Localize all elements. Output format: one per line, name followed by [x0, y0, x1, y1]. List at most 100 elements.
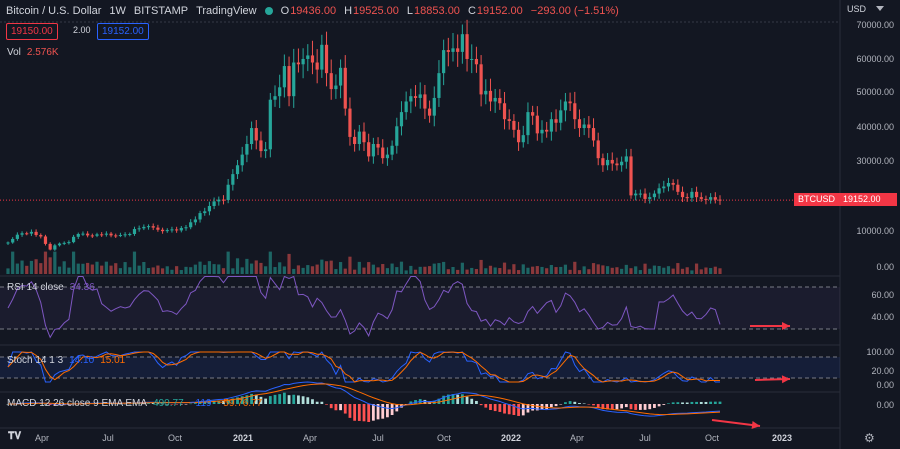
candle-body [53, 245, 57, 250]
macd-histogram-bar [165, 403, 169, 405]
volume-bar [376, 267, 380, 274]
candle-body [582, 124, 586, 129]
macd-histogram-bar [648, 404, 652, 410]
candle-body [207, 206, 212, 212]
stoch-legend[interactable]: Stoch 14 1 3 14.10 15.01 [7, 355, 131, 366]
macd-histogram-bar [367, 404, 371, 422]
macd-histogram-bar [671, 402, 675, 404]
macd-histogram-bar [371, 404, 375, 421]
candle-body [249, 128, 254, 144]
macd-histogram-bar [559, 404, 563, 405]
macd-histogram-bar [400, 404, 403, 408]
rsi-legend[interactable]: RSI 14 close 34.36 [7, 282, 101, 293]
macd-value-1: 490.77 [153, 398, 184, 409]
candle-body [591, 128, 596, 141]
volume-bar [624, 264, 628, 274]
macd-histogram-bar [161, 403, 164, 405]
volume-bar [334, 269, 338, 274]
candle-body [451, 48, 455, 52]
candle-body [100, 234, 104, 236]
volume-bar [146, 268, 151, 274]
volume-bar [29, 260, 34, 274]
volume-bar [596, 264, 600, 274]
tradingview-logo-icon[interactable]: 𝐓𝐕 [8, 431, 22, 442]
volume-bar [573, 261, 577, 274]
macd-histogram-bar [236, 397, 239, 404]
rsi-axis-40: 40.00 [871, 312, 894, 322]
candle-body [535, 115, 539, 134]
rsi-value: 34.36 [69, 282, 95, 293]
volume-bar [591, 263, 596, 274]
currency-label[interactable]: USD [846, 4, 866, 14]
macd-label: MACD 12 26 close 9 EMA EMA [7, 398, 148, 409]
volume-bar [718, 268, 722, 274]
volume-bar [685, 267, 689, 274]
macd-histogram-bar [198, 402, 202, 404]
volume-bar [460, 262, 464, 274]
symbol-name[interactable]: Bitcoin / U.S. Dollar [6, 5, 102, 17]
macd-histogram-bar [545, 404, 549, 409]
chevron-down-icon[interactable] [876, 6, 884, 11]
candle-body [643, 193, 647, 199]
volume-bar [418, 266, 422, 274]
candle-body [629, 156, 633, 196]
volume-bar [34, 259, 38, 274]
volume-bar [634, 266, 638, 274]
candle-body [446, 50, 450, 52]
candle-body [399, 112, 404, 127]
candle-body [287, 66, 291, 97]
candle-body [531, 112, 535, 116]
candle-body [549, 119, 553, 132]
macd-histogram-bar [226, 399, 230, 404]
candle-body [666, 182, 671, 187]
volume-bar [343, 268, 347, 274]
volume-legend[interactable]: Vol 2.576K [7, 47, 65, 58]
macd-histogram-bar [695, 401, 698, 404]
gear-icon[interactable]: ⚙ [864, 431, 875, 445]
macd-histogram-bar [456, 394, 460, 404]
volume-bar [296, 265, 301, 274]
macd-histogram-bar [339, 404, 342, 411]
source-label: TradingView [196, 5, 257, 17]
volume-bar [57, 266, 62, 274]
volume-bar [437, 263, 441, 274]
candle-body [57, 243, 62, 246]
volume-bar [221, 268, 226, 274]
candle-body [521, 135, 525, 143]
candle-body [493, 97, 497, 102]
candle-body [123, 234, 127, 236]
volume-bar [540, 266, 544, 274]
volume-bar [427, 266, 432, 274]
candle-body [427, 108, 432, 116]
candle-body [310, 55, 315, 63]
interval-label[interactable]: 1W [109, 5, 126, 17]
macd-histogram-bar [704, 401, 708, 404]
candle-body [11, 238, 15, 243]
volume-bar [287, 253, 291, 274]
macd-histogram-bar [212, 400, 216, 404]
sell-price-button[interactable]: 19150.00 [6, 23, 58, 40]
volume-bar [390, 263, 394, 274]
volume-bar [86, 262, 90, 274]
candle-body [193, 219, 197, 223]
volume-bar [306, 265, 310, 274]
volume-bar [292, 268, 296, 274]
macd-legend[interactable]: MACD 12 26 close 9 EMA EMA 490.77 −119 −59.… [7, 398, 268, 409]
price-tick-label: 60000.00 [856, 54, 894, 64]
buy-price-button[interactable]: 19152.00 [97, 23, 149, 40]
volume-bar [704, 267, 708, 274]
candle-body [385, 154, 390, 159]
candle-body [676, 184, 680, 192]
volume-bar [329, 260, 333, 274]
candle-body [268, 99, 272, 150]
candle-body [498, 97, 502, 104]
candle-body [104, 233, 108, 235]
macd-histogram-bar [264, 398, 268, 404]
candle-body [151, 226, 155, 228]
candle-body [423, 94, 427, 109]
volume-bar [179, 270, 183, 274]
volume-bar [549, 264, 553, 274]
macd-histogram-bar [503, 404, 506, 414]
candle-body [282, 66, 286, 88]
